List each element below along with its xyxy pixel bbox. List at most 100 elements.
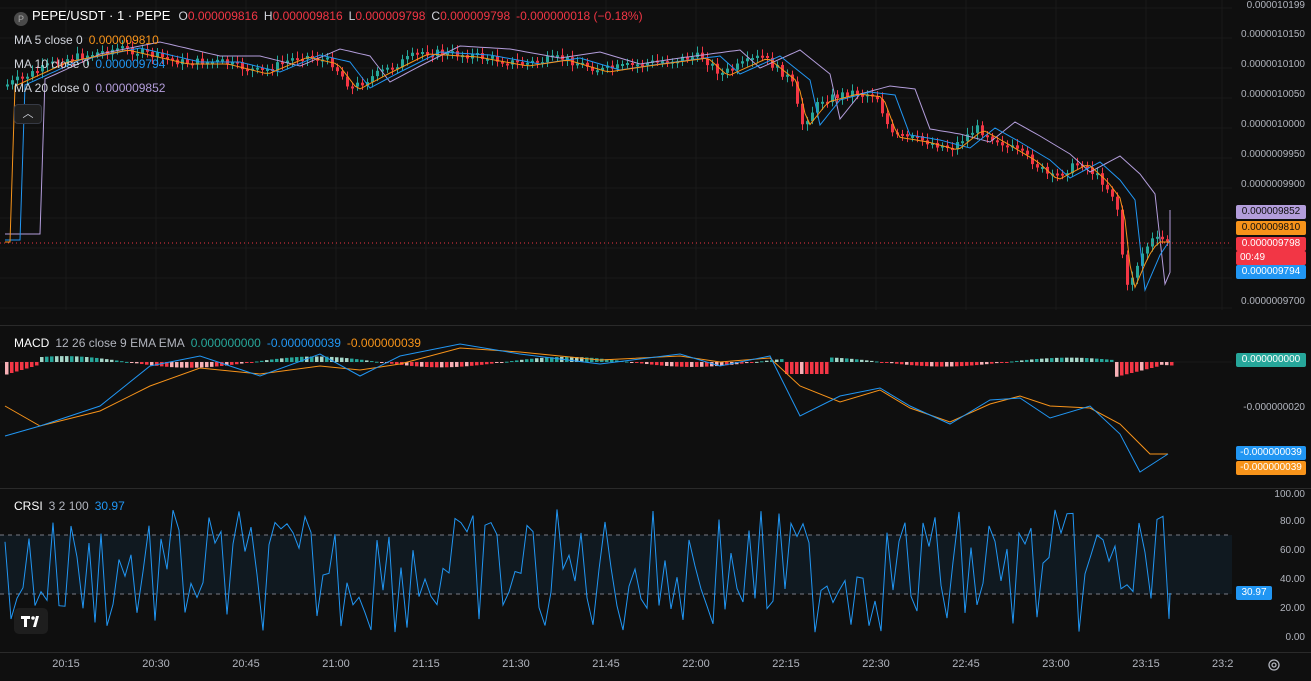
- macd-histogram-bar: [15, 362, 19, 372]
- macd-histogram-bar: [1155, 362, 1159, 367]
- candle-body: [221, 59, 224, 62]
- candle-body: [1056, 173, 1059, 176]
- candle-body: [261, 67, 264, 71]
- macd-histogram-bar: [405, 362, 409, 366]
- macd-histogram-bar: [1055, 357, 1059, 362]
- candle-body: [181, 59, 184, 65]
- pane-separator[interactable]: [0, 488, 1311, 489]
- macd-histogram-bar: [300, 356, 304, 362]
- macd-histogram-bar: [505, 361, 509, 363]
- macd-histogram-bar: [460, 362, 464, 367]
- macd-histogram-bar: [345, 358, 349, 362]
- time-label: 22:00: [682, 658, 710, 670]
- macd-histogram-bar: [5, 362, 9, 375]
- macd-histogram-bar: [255, 361, 259, 363]
- ma10-legend[interactable]: MA 10 close 0 0.000009794: [14, 57, 166, 71]
- candle-body: [211, 61, 214, 64]
- time-label: 21:15: [412, 658, 440, 670]
- candle-body: [721, 72, 724, 75]
- macd-histogram-bar: [1035, 359, 1039, 362]
- macd-histogram-bar: [725, 362, 729, 366]
- candle-body: [911, 135, 914, 138]
- crsi-scale[interactable]: 100.00 80.00 60.00 40.00 20.00 0.00: [1274, 489, 1305, 643]
- candle-body: [901, 133, 904, 136]
- macd-histogram-bar: [1150, 362, 1154, 368]
- candle-body: [71, 59, 74, 62]
- ma10-price-badge: 0.000009794: [1236, 265, 1306, 279]
- macd-histogram-bar: [450, 362, 454, 368]
- macd-histogram-bar: [260, 360, 264, 362]
- macd-histogram-bar: [540, 357, 544, 362]
- candle-body: [121, 46, 124, 49]
- macd-histogram-bar: [275, 358, 279, 362]
- collapse-legend-button[interactable]: ︿: [14, 104, 42, 124]
- macd-histogram-bar: [770, 360, 774, 362]
- macd-histogram-bar: [455, 362, 459, 367]
- candle-body: [126, 46, 129, 49]
- candle-body: [51, 61, 54, 64]
- macd-histogram-bar: [1015, 360, 1019, 362]
- candle-body: [811, 112, 814, 122]
- candle-body: [1096, 173, 1099, 176]
- ma5-legend[interactable]: MA 5 close 0 0.000009810: [14, 33, 159, 47]
- macd-histogram-bar: [90, 357, 94, 362]
- candle-body: [76, 53, 79, 60]
- macd-histogram-bar: [720, 362, 724, 366]
- pane-separator[interactable]: [0, 325, 1311, 326]
- candle-body: [206, 61, 209, 65]
- macd-histogram-bar: [125, 361, 129, 363]
- candle-body: [1111, 189, 1114, 197]
- candle-body: [366, 82, 369, 86]
- price-chart[interactable]: [0, 0, 1232, 310]
- time-label: 22:15: [772, 658, 800, 670]
- macd-histogram-bar: [800, 362, 804, 374]
- macd-histogram-bar: [180, 362, 184, 368]
- candle-body: [101, 51, 104, 54]
- settings-gear-icon[interactable]: [1266, 657, 1282, 673]
- candle-body: [956, 142, 959, 150]
- macd-histogram-bar: [760, 361, 764, 363]
- macd-legend[interactable]: MACD 12 26 close 9 EMA EMA 0.000000000 -0.0…: [14, 336, 421, 350]
- macd-histogram-bar: [145, 362, 149, 365]
- price-scale[interactable]: 0.000010199 0.0000010150 0.0000010100 0.…: [1241, 0, 1305, 307]
- macd-histogram-bar: [555, 357, 559, 362]
- macd-histogram-bar: [55, 356, 59, 362]
- macd-histogram-bar: [395, 362, 399, 365]
- candle-body: [11, 80, 14, 85]
- macd-histogram-bar: [685, 362, 689, 367]
- candle-body: [396, 67, 399, 70]
- candle-body: [766, 55, 769, 58]
- time-axis[interactable]: 20:15 20:30 20:45 21:00 21:15 21:30 21:45 22:00…: [0, 652, 1233, 681]
- macd-histogram-bar: [1160, 362, 1164, 365]
- macd-histogram-bar: [310, 356, 314, 362]
- candle-body: [521, 62, 524, 65]
- ma20-legend[interactable]: MA 20 close 0 0.000009852: [14, 81, 166, 95]
- candle-body: [786, 74, 789, 77]
- tradingview-logo[interactable]: [14, 608, 48, 634]
- macd-histogram-bar: [650, 362, 654, 365]
- crsi-legend[interactable]: CRSI 3 2 100 30.97: [14, 499, 125, 513]
- macd-chart[interactable]: [0, 326, 1232, 488]
- candle-body: [581, 62, 584, 65]
- symbol-title[interactable]: PEPE/USDT · 1 · PEPE: [32, 8, 171, 23]
- crsi-badge: 30.97: [1236, 586, 1272, 600]
- macd-histogram-bar: [680, 362, 684, 367]
- macd-histogram-bar: [330, 356, 334, 362]
- candle-body: [1116, 196, 1119, 210]
- macd-histogram-bar: [1100, 358, 1104, 362]
- candle-body: [161, 52, 164, 58]
- ohlc-close: 0.000009798: [440, 9, 511, 23]
- crsi-chart[interactable]: [0, 489, 1232, 652]
- candle-body: [646, 62, 649, 66]
- macd-histogram-bar: [660, 362, 664, 366]
- candle-body: [46, 63, 49, 66]
- macd-scale[interactable]: -0.000000020: [1243, 402, 1305, 413]
- macd-histogram-bar: [815, 362, 819, 374]
- candle-body: [86, 55, 89, 59]
- macd-histogram-bar: [100, 358, 104, 362]
- macd-histogram-bar: [195, 362, 199, 368]
- macd-histogram-bar: [240, 362, 244, 364]
- macd-histogram-bar: [530, 358, 534, 362]
- macd-histogram-bar: [1025, 359, 1029, 362]
- candle-body: [941, 145, 944, 148]
